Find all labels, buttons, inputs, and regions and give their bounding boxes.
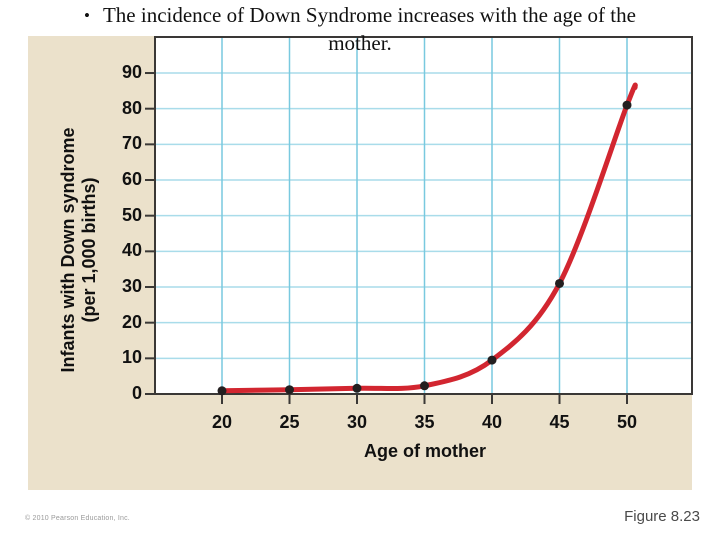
slide-title: • The incidence of Down Syndrome increase… [0, 2, 720, 56]
data-point [622, 100, 632, 110]
bullet-icon: • [84, 6, 90, 25]
incidence-curve [219, 82, 638, 394]
x-tick-label: 50 [616, 412, 638, 432]
x-axis-title: Age of mother [363, 441, 486, 461]
data-point [420, 381, 429, 391]
copyright-text: © 2010 Pearson Education, Inc. [25, 515, 130, 522]
data-point [487, 355, 497, 365]
data-point [217, 386, 227, 396]
down-syndrome-incidence-chart [145, 36, 693, 404]
y-tick-label: 0 [131, 383, 142, 403]
y-tick-label: 30 [121, 276, 142, 296]
y-tick-label: 80 [121, 97, 142, 118]
x-tick-label: 30 [346, 412, 368, 432]
x-tick-label: 20 [211, 412, 233, 432]
slide-title-text: The incidence of Down Syndrome increases… [102, 3, 636, 27]
y-tick-label: 10 [121, 347, 142, 368]
x-tick-label: 40 [481, 412, 503, 432]
y-tick-label: 50 [121, 204, 142, 225]
y-axis-title-line1: Infants with Down syndrome [58, 127, 78, 373]
x-tick-label: 35 [414, 412, 435, 432]
y-tick-label: 20 [121, 311, 142, 332]
x-tick-label: 45 [549, 412, 570, 432]
y-tick-label: 40 [121, 240, 142, 261]
slide-title-line2: mother. [328, 31, 392, 55]
y-tick-label: 90 [121, 62, 142, 83]
data-point [555, 278, 564, 288]
y-axis-title: Infants with Down syndrome (per 1,000 bi… [58, 90, 100, 410]
data-point [352, 383, 362, 393]
y-axis-title-line2: (per 1,000 births) [79, 177, 99, 323]
y-tick-label: 60 [121, 169, 142, 189]
data-point [285, 385, 294, 395]
slide-title-line1: • The incidence of Down Syndrome increase… [0, 2, 720, 30]
y-tick-label: 70 [121, 133, 142, 154]
x-tick-label: 25 [279, 412, 300, 432]
figure-number: Figure 8.23 [624, 508, 700, 525]
